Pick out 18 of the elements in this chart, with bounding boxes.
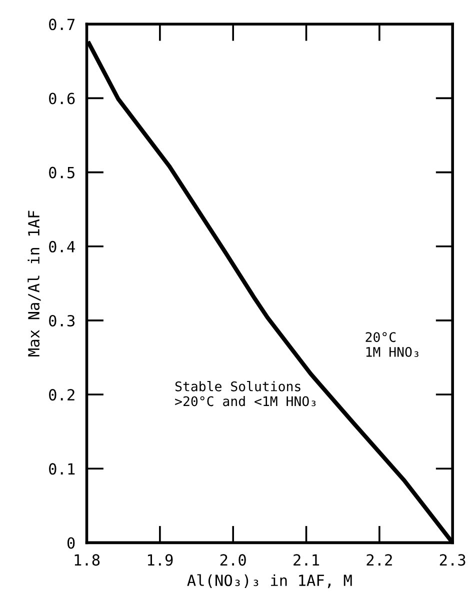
- annotation: Stable Solutions >20°C and <1M HNO₃: [175, 381, 316, 406]
- annotation: 20°C 1M HNO₃: [366, 332, 418, 357]
- y-tick-label: 0.5: [49, 166, 74, 178]
- y-tick-label: 0.2: [49, 389, 74, 401]
- x-tick-label: 1.9: [148, 554, 173, 566]
- y-tick-label: 0: [67, 537, 75, 549]
- y-tick-label: 0.4: [49, 240, 75, 252]
- y-tick-label: 0.7: [49, 18, 75, 30]
- x-tick-label: 2.0: [220, 554, 246, 566]
- y-axis-title: Max Na/Al in 1AF: [28, 210, 41, 356]
- x-tick-label: 2.3: [440, 554, 466, 566]
- x-tick-label: 1.8: [74, 554, 100, 566]
- x-axis-title: Al(NO₃)₃ in 1AF, M: [187, 574, 352, 588]
- x-tick-label: 2.2: [366, 554, 392, 566]
- y-tick-label: 0.1: [49, 463, 75, 475]
- x-tick-label: 2.1: [294, 554, 320, 566]
- y-tick-label: 0.3: [49, 314, 75, 327]
- y-tick-label: 0.6: [49, 92, 75, 104]
